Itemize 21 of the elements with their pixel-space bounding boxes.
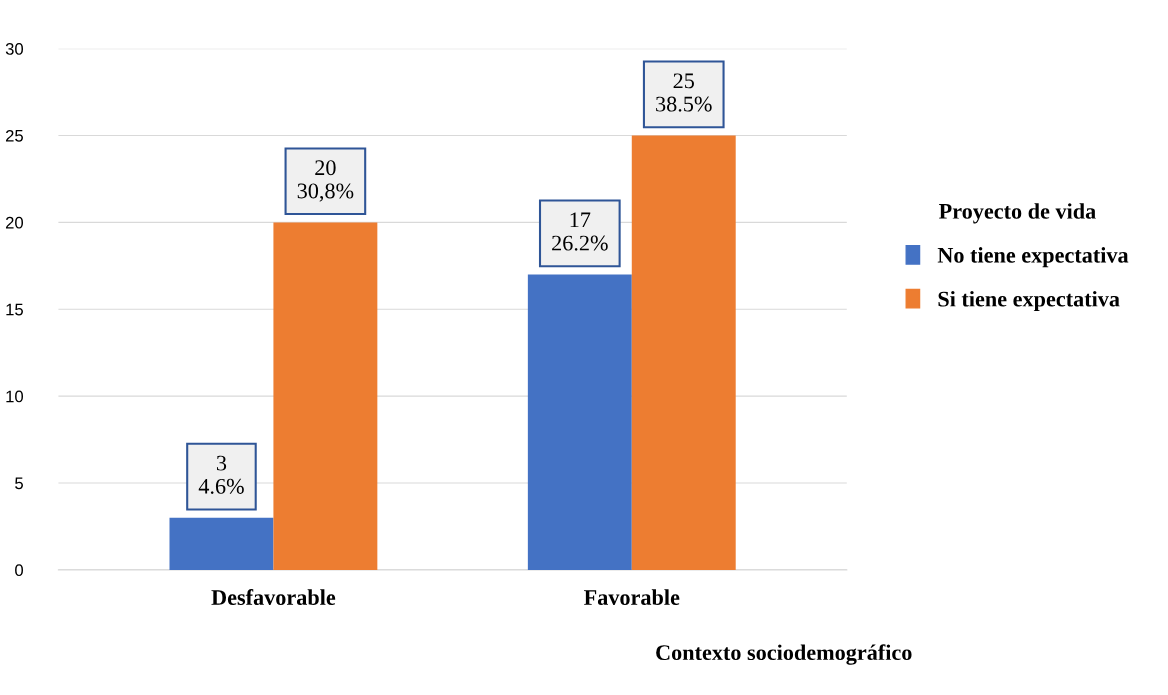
legend-label: Si tiene expectativa: [938, 290, 1120, 312]
data-label: 25 38.5%: [656, 73, 712, 112]
legend-label: No tiene expectativa: [937, 247, 1129, 268]
legend-title: Proyecto de vida: [939, 203, 1096, 224]
y-tick-label: 30: [5, 43, 24, 55]
x-axis-title: Contexto sociodemográfico: [656, 644, 912, 665]
y-tick-label: 0: [15, 564, 24, 577]
bar: [527, 274, 632, 570]
bar: [631, 135, 736, 570]
data-label: 3 4.6%: [198, 455, 244, 494]
y-tick-label: 15: [6, 303, 23, 316]
y-tick-label: 25: [5, 129, 23, 142]
bar: [273, 222, 378, 570]
y-tick-label: 10: [6, 390, 24, 403]
x-tick-label: Desfavorable: [211, 589, 336, 605]
data-label: 17 26.2%: [552, 212, 608, 251]
data-label: 20 30,8%: [297, 160, 354, 202]
y-tick-label: 20: [5, 216, 24, 229]
x-tick-label: Favorable: [584, 589, 680, 605]
bar: [169, 517, 274, 570]
y-tick-label: 5: [15, 477, 23, 490]
